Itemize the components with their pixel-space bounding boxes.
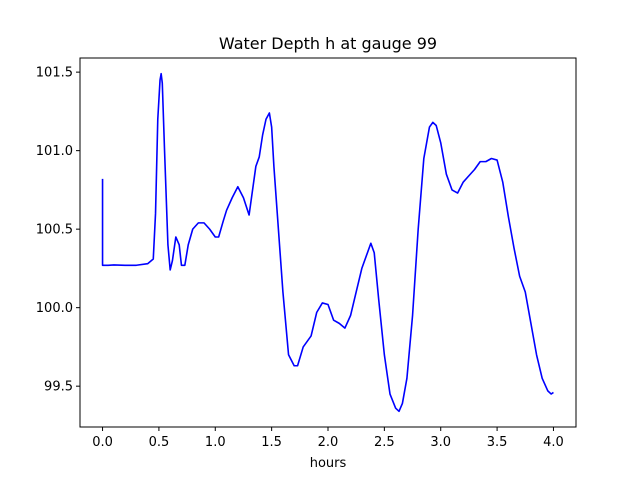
x-tick-label: 2.5 (374, 435, 395, 450)
y-tick-label: 101.5 (36, 66, 73, 81)
series-layer (101, 72, 554, 413)
x-tick-label: 3.0 (430, 435, 451, 450)
chart-title: Water Depth h at gauge 99 (219, 34, 437, 53)
x-axis-ticks: 0.0 0.5 1.0 1.5 2.0 2.5 3.0 3.5 4.0 (92, 427, 564, 450)
series-line-0 (101, 72, 554, 413)
x-tick-label: 2.0 (318, 435, 339, 450)
x-tick-label: 0.5 (149, 435, 170, 450)
x-axis-label: hours (310, 456, 347, 471)
y-tick-label: 100.0 (36, 301, 73, 316)
x-tick-label: 4.0 (543, 435, 564, 450)
y-axis-ticks: 99.5 100.0 100.5 101.0 101.5 (36, 66, 80, 395)
x-tick-label: 1.5 (261, 435, 282, 450)
x-tick-label: 1.0 (205, 435, 226, 450)
x-tick-label: 3.5 (487, 435, 508, 450)
y-tick-label: 100.5 (36, 223, 73, 238)
y-tick-label: 99.5 (44, 380, 73, 395)
y-tick-label: 101.0 (36, 144, 73, 159)
x-tick-label: 0.0 (92, 435, 113, 450)
